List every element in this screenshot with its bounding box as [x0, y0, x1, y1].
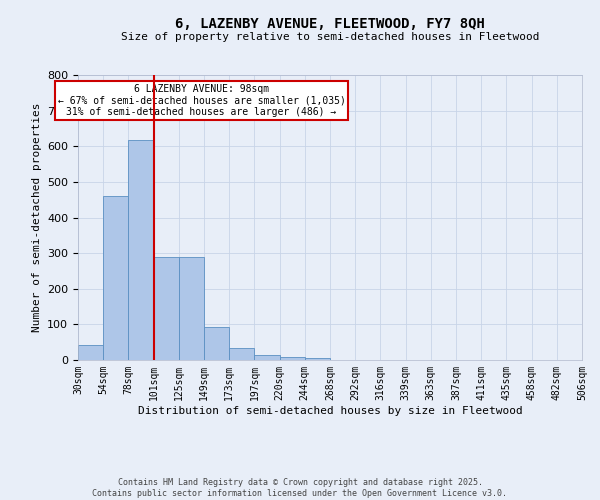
Text: Size of property relative to semi-detached houses in Fleetwood: Size of property relative to semi-detach… [121, 32, 539, 42]
Bar [229, 348, 254, 360]
Bar [305, 358, 330, 360]
Bar [179, 256, 204, 360]
Y-axis label: Number of semi-detached properties: Number of semi-detached properties [32, 103, 41, 332]
X-axis label: Distribution of semi-detached houses by size in Fleetwood: Distribution of semi-detached houses by … [137, 406, 523, 415]
Bar [254, 355, 280, 360]
Bar [280, 357, 305, 360]
Bar [128, 140, 154, 360]
Bar [154, 256, 179, 360]
Bar [78, 344, 103, 360]
Text: 6 LAZENBY AVENUE: 98sqm
← 67% of semi-detached houses are smaller (1,035)
31% of: 6 LAZENBY AVENUE: 98sqm ← 67% of semi-de… [58, 84, 346, 116]
Text: Contains HM Land Registry data © Crown copyright and database right 2025.
Contai: Contains HM Land Registry data © Crown c… [92, 478, 508, 498]
Text: 6, LAZENBY AVENUE, FLEETWOOD, FY7 8QH: 6, LAZENBY AVENUE, FLEETWOOD, FY7 8QH [175, 18, 485, 32]
Bar [204, 327, 229, 360]
Bar [103, 196, 128, 360]
